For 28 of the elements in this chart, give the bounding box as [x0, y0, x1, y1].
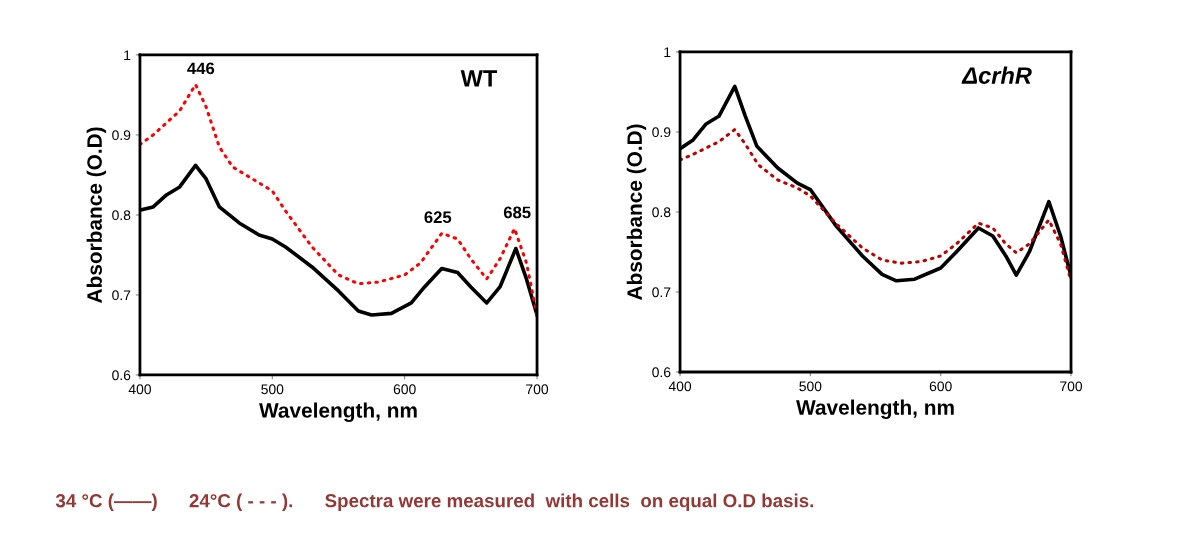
y-tick-label: 0.6 — [112, 370, 131, 381]
x-tick-label: 400 — [128, 384, 151, 395]
annotation: WT — [460, 70, 498, 87]
x-tick-label: 400 — [668, 381, 692, 392]
annotation: 685 — [503, 206, 531, 219]
x-tick-label: 700 — [1060, 381, 1083, 392]
x-axis-title: Wavelength, nm — [259, 402, 417, 423]
x-tick-label: 500 — [261, 384, 284, 395]
y-tick-label: 0.7 — [112, 290, 131, 301]
text: 34 °C (——) 24°C ( - - - ). Spectra were measured with cells on equal O.D basis. — [55, 493, 814, 512]
y-tick-label: 0.6 — [652, 367, 671, 378]
x-axis-title: Wavelength, nm — [796, 399, 954, 420]
y-tick-label: 0.8 — [112, 210, 131, 221]
annotation: ΔcrhR — [961, 66, 1032, 84]
y-axis-title: Absorbance (O.D) — [626, 124, 647, 300]
y-axis-title: Absorbance (O.D) — [86, 127, 107, 303]
y-tick-label: 0.9 — [112, 130, 131, 141]
y-tick-label: 0.8 — [652, 207, 671, 218]
x-tick-label: 700 — [526, 384, 549, 395]
y-tick-label: 1 — [124, 50, 131, 60]
x-tick-label: 600 — [929, 381, 952, 392]
annotation: 625 — [424, 211, 452, 224]
x-tick-label: 600 — [393, 384, 416, 395]
annotation: 446 — [187, 62, 215, 75]
y-tick-label: 0.9 — [652, 127, 671, 138]
x-tick-label: 500 — [799, 381, 822, 392]
y-tick-label: 1 — [664, 47, 671, 57]
y-tick-label: 0.7 — [652, 287, 671, 298]
